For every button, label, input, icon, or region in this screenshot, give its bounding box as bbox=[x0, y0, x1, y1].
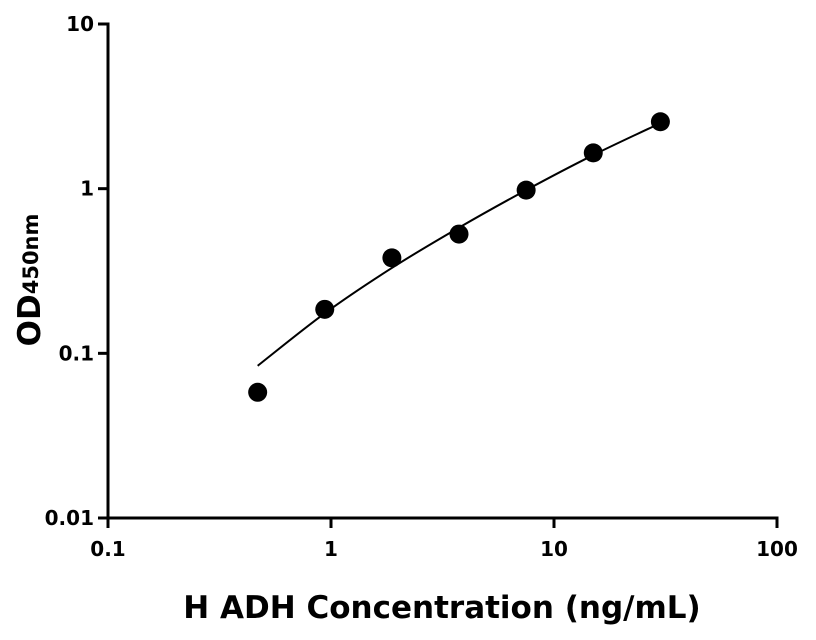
x-tick-label: 10 bbox=[540, 537, 568, 561]
data-point bbox=[315, 299, 335, 319]
data-point bbox=[382, 248, 402, 268]
data-point bbox=[650, 112, 670, 132]
y-tick-label: 0.01 bbox=[45, 506, 94, 530]
y-tick-label: 10 bbox=[66, 12, 94, 36]
y-axis-label-subscript: 450nm bbox=[19, 214, 43, 295]
y-axis-label-main: OD bbox=[12, 294, 48, 346]
data-point bbox=[583, 143, 603, 163]
x-tick-label: 0.1 bbox=[90, 537, 125, 561]
data-point bbox=[248, 382, 268, 402]
x-tick-label: 1 bbox=[324, 537, 338, 561]
y-axis-label: OD450nm bbox=[12, 214, 48, 347]
x-axis-label: H ADH Concentration (ng/mL) bbox=[183, 590, 700, 626]
y-tick-label: 0.1 bbox=[59, 341, 94, 365]
data-point bbox=[516, 180, 536, 200]
data-point bbox=[449, 224, 469, 244]
y-tick-label: 1 bbox=[80, 177, 94, 201]
x-tick-label: 100 bbox=[756, 537, 798, 561]
